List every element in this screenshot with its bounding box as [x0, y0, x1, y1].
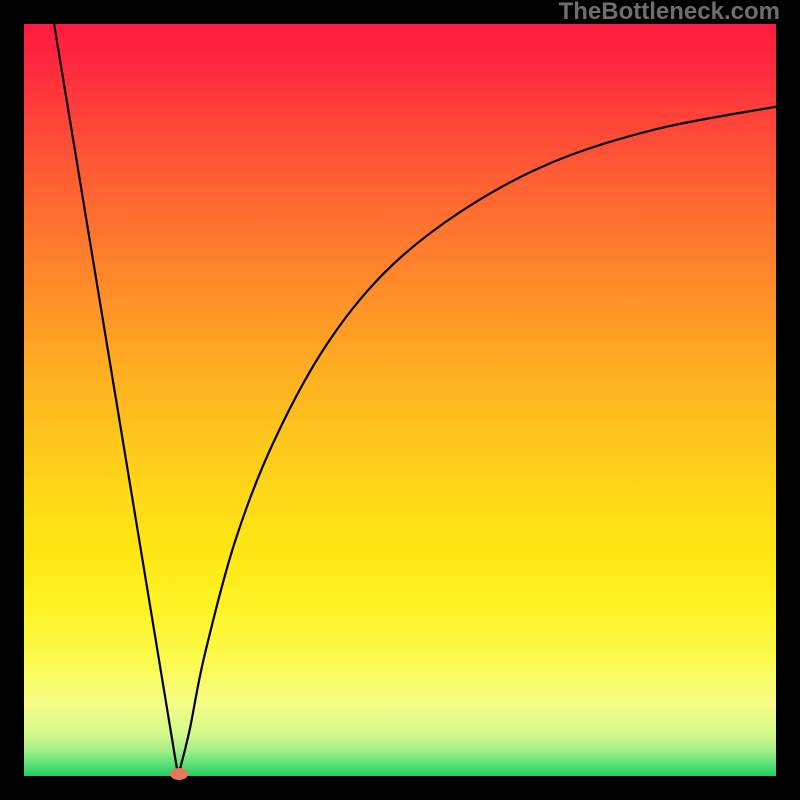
bottleneck-curve — [54, 24, 776, 776]
watermark-text: TheBottleneck.com — [559, 0, 780, 26]
curve-layer — [24, 24, 776, 776]
chart-frame: TheBottleneck.com — [0, 0, 800, 800]
plot-area — [24, 24, 776, 776]
minimum-marker — [170, 768, 188, 780]
